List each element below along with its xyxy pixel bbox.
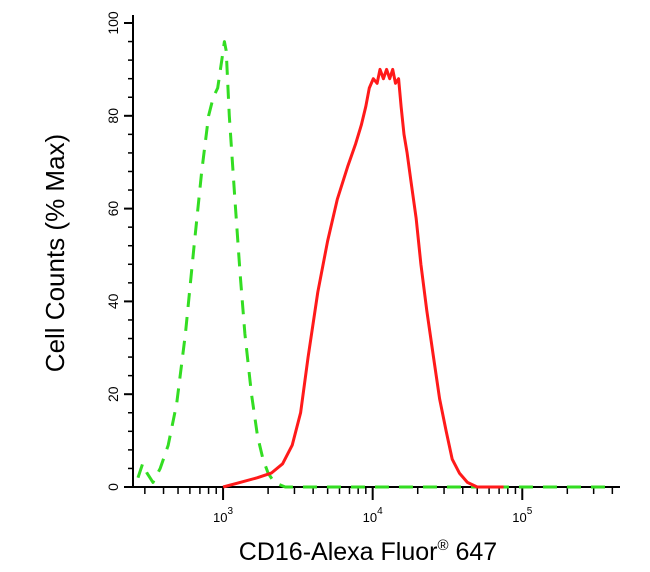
- y-tick-label: 80: [105, 108, 121, 124]
- y-axis-label: Cell Counts (% Max): [40, 134, 70, 372]
- y-ticks: 0 20 40 60 80 100: [105, 11, 133, 491]
- y-tick-label: 100: [105, 11, 121, 35]
- x-tick-label: 105: [512, 506, 532, 525]
- y-tick-label: 20: [105, 386, 121, 402]
- y-tick-label: 0: [105, 483, 121, 491]
- y-tick-label: 60: [105, 201, 121, 217]
- x-tick-base: 10: [512, 510, 526, 525]
- x-tick-exponent: 5: [527, 506, 533, 517]
- series-line-1: [136, 40, 613, 489]
- x-tick-label: 104: [363, 506, 383, 525]
- x-tick-base: 10: [213, 510, 227, 525]
- series-line-2: [222, 67, 504, 489]
- x-tick-base: 10: [363, 510, 377, 525]
- y-tick-label: 40: [105, 293, 121, 309]
- x-tick-exponent: 4: [377, 506, 383, 517]
- x-tick-exponent: 3: [228, 506, 234, 517]
- x-axis-label: CD16-Alexa Fluor® 647: [239, 537, 497, 566]
- x-ticks: 103 104 105: [144, 487, 614, 525]
- x-axis-label-tail: 647: [449, 538, 498, 566]
- axes: [132, 15, 620, 488]
- x-tick-label: 103: [213, 506, 233, 525]
- series-layer: [136, 40, 613, 489]
- x-axis-label-main: CD16-Alexa Fluor: [239, 538, 438, 566]
- x-axis-label-registered-mark: ®: [437, 537, 448, 554]
